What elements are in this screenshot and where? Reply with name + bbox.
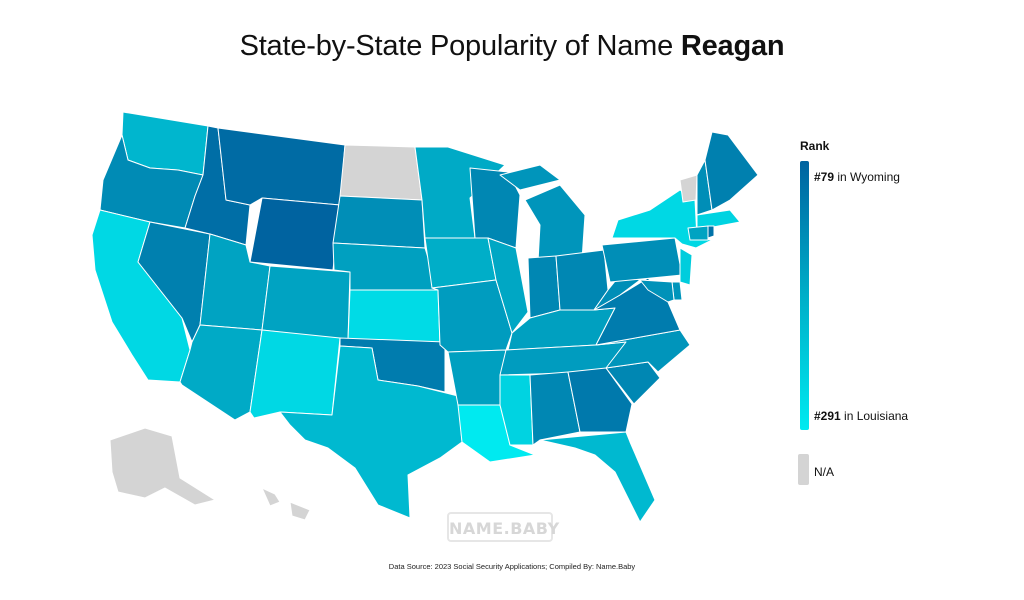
state-nm bbox=[249, 329, 341, 419]
legend-bottom-rank: #291 bbox=[814, 409, 841, 423]
state-nc bbox=[595, 329, 691, 373]
state-mt bbox=[217, 127, 346, 206]
state-hi bbox=[261, 487, 311, 521]
legend-top-rank: #79 bbox=[814, 170, 835, 184]
state-ak bbox=[109, 427, 216, 506]
state-ri bbox=[707, 225, 715, 239]
data-source-note: Data Source: 2023 Social Security Applic… bbox=[388, 562, 636, 571]
chart-title: State-by-State Popularity of Name Reagan bbox=[0, 30, 1024, 63]
state-al bbox=[529, 371, 581, 446]
state-ct bbox=[687, 225, 709, 241]
state-tx bbox=[279, 345, 463, 519]
state-ks bbox=[347, 289, 441, 346]
legend-na-swatch bbox=[798, 454, 809, 485]
state-me bbox=[704, 131, 759, 211]
state-ia bbox=[424, 237, 497, 289]
state-in bbox=[527, 255, 561, 319]
state-wy bbox=[249, 197, 341, 271]
state-ma bbox=[696, 209, 741, 231]
state-sd bbox=[332, 195, 426, 249]
state-vt bbox=[679, 174, 698, 203]
title-name: Reagan bbox=[680, 30, 785, 62]
state-md bbox=[639, 279, 675, 303]
legend-na-label: N/A bbox=[814, 465, 835, 479]
state-nj bbox=[679, 247, 693, 286]
legend-color-bar bbox=[800, 161, 809, 430]
legend-bottom-label: #291 in Louisiana bbox=[814, 409, 908, 423]
state-fl bbox=[539, 431, 656, 523]
legend-title: Rank bbox=[800, 139, 830, 153]
title-prefix: State-by-State Popularity of Name bbox=[239, 30, 681, 62]
legend-bottom-suffix: in Louisiana bbox=[840, 409, 909, 423]
legend-top-label: #79 in Wyoming bbox=[814, 170, 900, 184]
state-co bbox=[261, 265, 351, 341]
watermark-logo: NAME.BABY bbox=[447, 512, 559, 542]
state-ar bbox=[447, 349, 507, 406]
state-ga bbox=[567, 367, 633, 433]
state-ms bbox=[499, 374, 534, 446]
state-pa bbox=[601, 237, 683, 283]
legend-top-suffix: in Wyoming bbox=[834, 170, 900, 184]
state-nd bbox=[339, 144, 423, 201]
state-il bbox=[487, 237, 529, 334]
